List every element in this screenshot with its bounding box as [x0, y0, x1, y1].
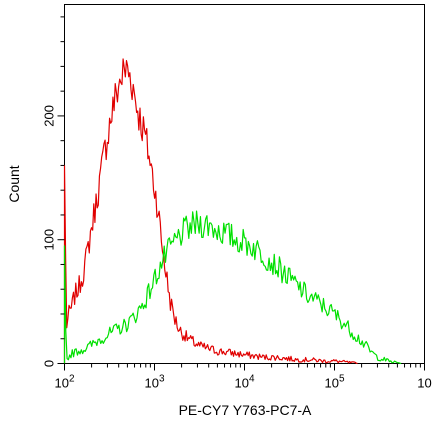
- x-tick-label: 103: [144, 374, 164, 391]
- series-line-1: [63, 58, 358, 365]
- x-axis-title: PE-CY7 Y763-PC7-A: [179, 402, 312, 418]
- y-tick-label: 0: [42, 360, 57, 367]
- series-layer: [63, 58, 402, 365]
- x-axis-ticks: 102 103 104 105 10: [54, 363, 432, 391]
- y-tick-label: 200: [42, 105, 57, 127]
- x-tick-label: 102: [54, 374, 74, 391]
- x-tick-label: 105: [324, 374, 344, 391]
- plot-frame: [64, 4, 425, 364]
- y-tick-label: 100: [42, 229, 57, 251]
- y-axis-title: Count: [6, 165, 22, 202]
- series-line-2: [63, 210, 402, 365]
- x-tick-label: 104: [234, 374, 254, 391]
- x-tick-label: 10: [417, 376, 431, 391]
- y-axis-ticks: 0 100 200: [42, 16, 65, 367]
